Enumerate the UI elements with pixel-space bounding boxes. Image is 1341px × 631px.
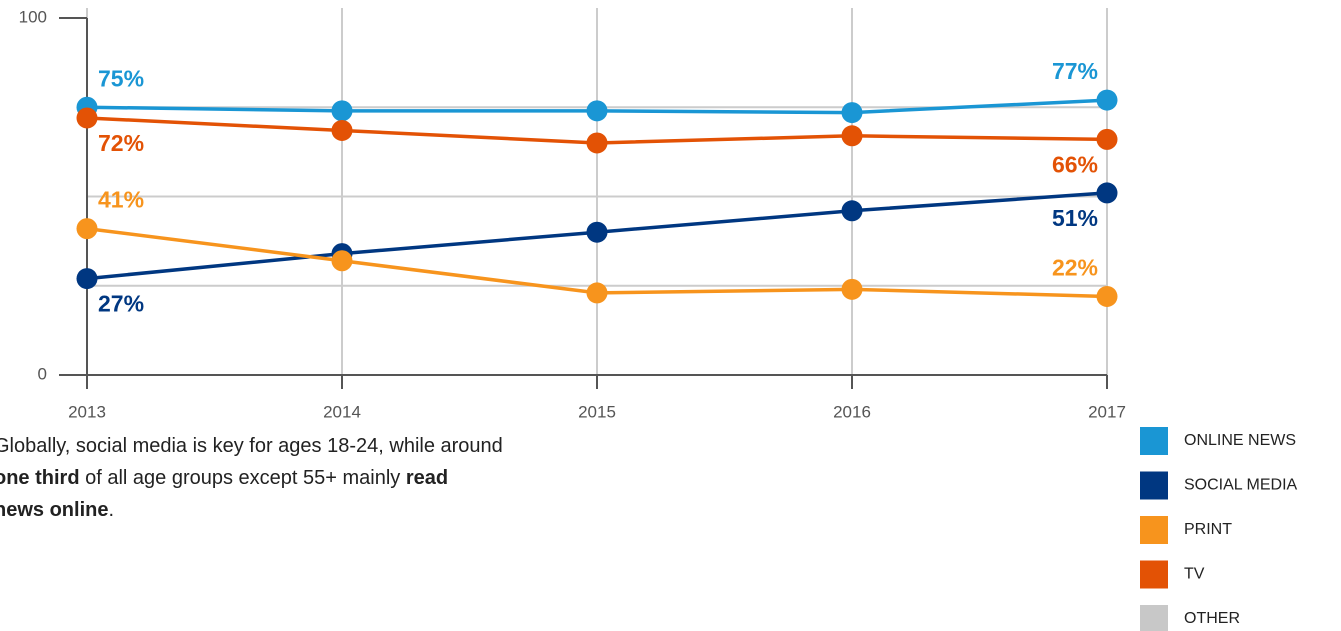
caption-text: of all age groups except 55+ mainly xyxy=(80,467,406,489)
legend-swatch xyxy=(1140,560,1168,589)
data-label: 22% xyxy=(1052,255,1098,281)
legend-label: ONLINE NEWS xyxy=(1184,432,1296,449)
data-label: 51% xyxy=(1052,205,1098,231)
data-label: 66% xyxy=(1052,151,1098,177)
legend-label: PRINT xyxy=(1184,521,1232,538)
point xyxy=(586,282,608,304)
caption-text: Globally, social media is key for ages 1… xyxy=(0,435,503,457)
point xyxy=(331,250,353,272)
point xyxy=(841,125,863,147)
caption-line: one third of all age groups except 55+ m… xyxy=(0,467,448,489)
point xyxy=(841,102,863,124)
x-tick-label: 2016 xyxy=(833,402,871,421)
point xyxy=(586,221,608,243)
point xyxy=(1096,89,1118,111)
data-label: 41% xyxy=(98,187,144,213)
data-label: 72% xyxy=(98,130,144,156)
caption-text: read xyxy=(406,467,448,489)
caption-line: news online. xyxy=(0,499,114,521)
point xyxy=(841,200,863,222)
caption-line: Globally, social media is key for ages 1… xyxy=(0,435,503,457)
point xyxy=(1096,182,1118,204)
x-tick-label: 2013 xyxy=(68,402,106,421)
legend-label: TV xyxy=(1184,566,1205,583)
x-tick-label: 2014 xyxy=(323,402,361,421)
point xyxy=(331,119,353,141)
y-tick-label: 100 xyxy=(19,7,47,26)
point xyxy=(586,132,608,154)
point xyxy=(76,268,98,290)
x-tick-label: 2017 xyxy=(1088,402,1126,421)
point xyxy=(1096,285,1118,307)
x-tick-label: 2015 xyxy=(578,402,616,421)
caption-text: . xyxy=(108,499,114,521)
point xyxy=(841,278,863,300)
caption-text: news online xyxy=(0,499,108,521)
point xyxy=(76,107,98,129)
legend-swatch xyxy=(1140,427,1168,455)
point xyxy=(586,100,608,122)
legend-label: OTHER xyxy=(1184,610,1240,627)
point xyxy=(331,100,353,122)
data-label: 75% xyxy=(98,65,144,91)
legend-label: SOCIAL MEDIA xyxy=(1184,477,1298,494)
caption-text: one third xyxy=(0,467,80,489)
data-label: 27% xyxy=(98,291,144,317)
point xyxy=(76,218,98,240)
legend-swatch xyxy=(1140,516,1168,544)
y-tick-label: 0 xyxy=(38,364,47,383)
legend-swatch xyxy=(1140,605,1168,631)
point xyxy=(1096,128,1118,150)
data-label: 77% xyxy=(1052,58,1098,84)
legend-swatch xyxy=(1140,471,1168,500)
